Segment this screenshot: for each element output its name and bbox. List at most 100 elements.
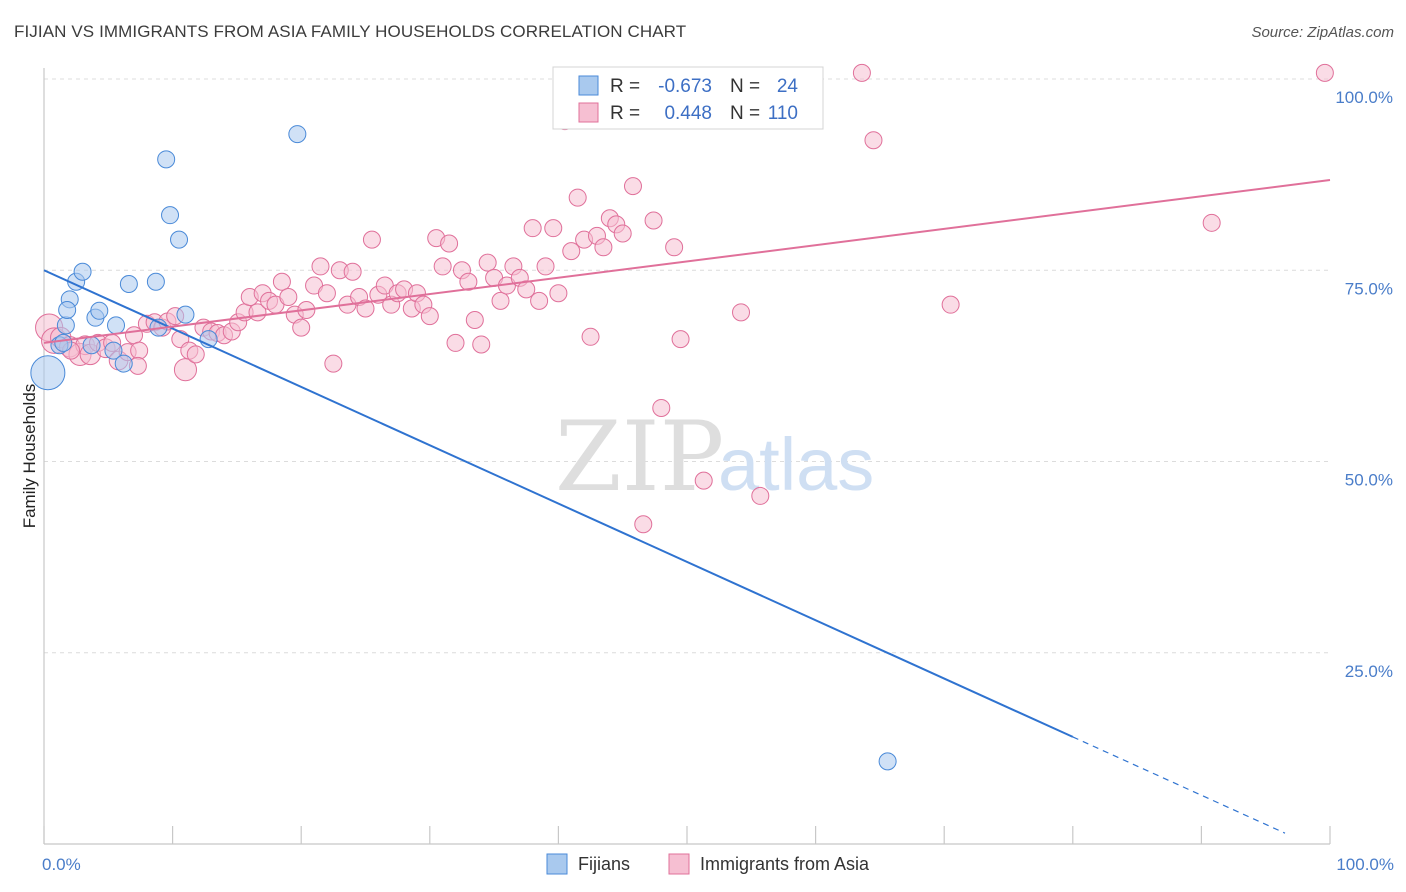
source-label: Source: ZipAtlas.com: [1251, 24, 1394, 41]
immigrants-n-label: N =: [730, 103, 760, 124]
chart-title: FIJIAN VS IMMIGRANTS FROM ASIA FAMILY HO…: [14, 22, 687, 41]
fijians-n-value: 24: [777, 76, 799, 97]
immigrants-point: [440, 234, 459, 253]
fijians-point: [161, 206, 180, 225]
immigrants-point: [652, 398, 671, 417]
stats-legend: R = -0.673 N = 24 R = 0.448 N = 110: [552, 66, 824, 130]
immigrants-point: [634, 515, 653, 534]
immigrants-point: [594, 238, 613, 257]
immigrants-point: [864, 131, 883, 150]
y-tick-label: 75.0%: [1345, 279, 1393, 298]
fijians-point: [30, 355, 66, 391]
immigrants-point: [751, 486, 770, 505]
watermark: ZIP atlas: [555, 401, 874, 513]
fijians-point: [90, 301, 109, 320]
fijians-point: [176, 305, 195, 324]
immigrants-point: [420, 307, 439, 326]
trend-lines: [43, 178, 1331, 834]
immigrants-point: [130, 341, 149, 360]
immigrants-point: [549, 284, 568, 303]
bottom-legend: Fijians Immigrants from Asia: [546, 853, 870, 875]
immigrants-point: [623, 177, 642, 196]
immigrants-point: [562, 242, 581, 261]
immigrants-point: [941, 295, 960, 314]
immigrants-point: [694, 471, 713, 490]
immigrants-point: [1202, 213, 1221, 232]
immigrants-point: [732, 303, 751, 322]
immigrants-point: [665, 238, 684, 257]
watermark-atlas: atlas: [718, 423, 874, 506]
fijians-point: [56, 316, 75, 335]
immigrants-r-value: 0.448: [664, 103, 712, 124]
immigrants-point: [465, 310, 484, 329]
immigrants-point: [530, 291, 549, 310]
fijians-point: [54, 333, 73, 352]
fijians-point: [878, 752, 897, 771]
immigrants-point: [568, 188, 587, 207]
legend-immigrants-label: Immigrants from Asia: [700, 854, 870, 874]
immigrants-swatch: [578, 102, 599, 123]
legend-immigrants-swatch: [668, 853, 690, 875]
immigrants-point: [279, 288, 298, 307]
legend-fijians-label: Fijians: [578, 854, 630, 874]
fijians-trend-line: [43, 269, 1074, 738]
x-tick-label: 100.0%: [1336, 855, 1394, 874]
immigrants-r-label: R =: [610, 103, 640, 124]
fijians-point: [170, 230, 189, 249]
immigrants-point: [613, 224, 632, 243]
y-tick-label: 25.0%: [1345, 662, 1393, 681]
fijians-point: [288, 125, 307, 144]
immigrants-point: [536, 257, 555, 276]
fijians-point: [146, 272, 165, 291]
immigrants-point: [356, 299, 375, 318]
immigrants-point: [544, 219, 563, 238]
fijians-n-label: N =: [730, 76, 760, 97]
immigrants-point: [343, 262, 362, 281]
immigrants-point: [644, 211, 663, 230]
gridlines: [44, 78, 1330, 654]
immigrants-point: [292, 318, 311, 337]
immigrants-point: [581, 327, 600, 346]
y-tick-label: 100.0%: [1335, 88, 1393, 107]
immigrants-points: [35, 63, 1334, 534]
immigrants-n-value: 110: [768, 103, 798, 124]
immigrants-point: [324, 354, 343, 373]
fijians-r-label: R =: [610, 76, 640, 97]
fijians-point: [58, 301, 77, 320]
immigrants-point: [671, 330, 690, 349]
immigrants-point: [433, 257, 452, 276]
immigrants-point: [272, 272, 291, 291]
y-tick-label: 50.0%: [1345, 471, 1393, 490]
fijians-point: [104, 341, 123, 360]
immigrants-point: [1315, 63, 1334, 82]
immigrants-point: [852, 63, 871, 82]
immigrants-point: [311, 257, 330, 276]
immigrants-point: [362, 230, 381, 249]
x-tick-label: 0.0%: [42, 855, 81, 874]
immigrants-point: [446, 333, 465, 352]
fijians-point: [107, 316, 126, 335]
fijians-point: [82, 336, 101, 355]
legend-fijians-swatch: [546, 853, 568, 875]
immigrants-point: [478, 253, 497, 272]
watermark-zip: ZIP: [555, 401, 724, 513]
fijians-r-value: -0.673: [658, 76, 712, 97]
immigrants-trend-line: [43, 178, 1331, 344]
axes: [43, 68, 1331, 845]
fijians-point: [114, 354, 133, 373]
immigrants-point: [459, 272, 478, 291]
y-tick-labels: 25.0% 50.0% 75.0% 100.0%: [1335, 88, 1393, 681]
fijians-point: [119, 275, 138, 294]
immigrants-point: [491, 291, 510, 310]
fijians-point: [73, 262, 92, 281]
immigrants-point: [523, 219, 542, 238]
y-axis-label: Family Households: [20, 384, 39, 529]
immigrants-point: [472, 335, 491, 354]
immigrants-point: [317, 284, 336, 303]
fijians-trend-extension: [1072, 736, 1286, 834]
fijians-point: [157, 150, 176, 169]
x-tick-labels: 0.0% 100.0%: [42, 855, 1394, 874]
fijians-swatch: [578, 75, 599, 96]
immigrants-point: [186, 345, 205, 364]
